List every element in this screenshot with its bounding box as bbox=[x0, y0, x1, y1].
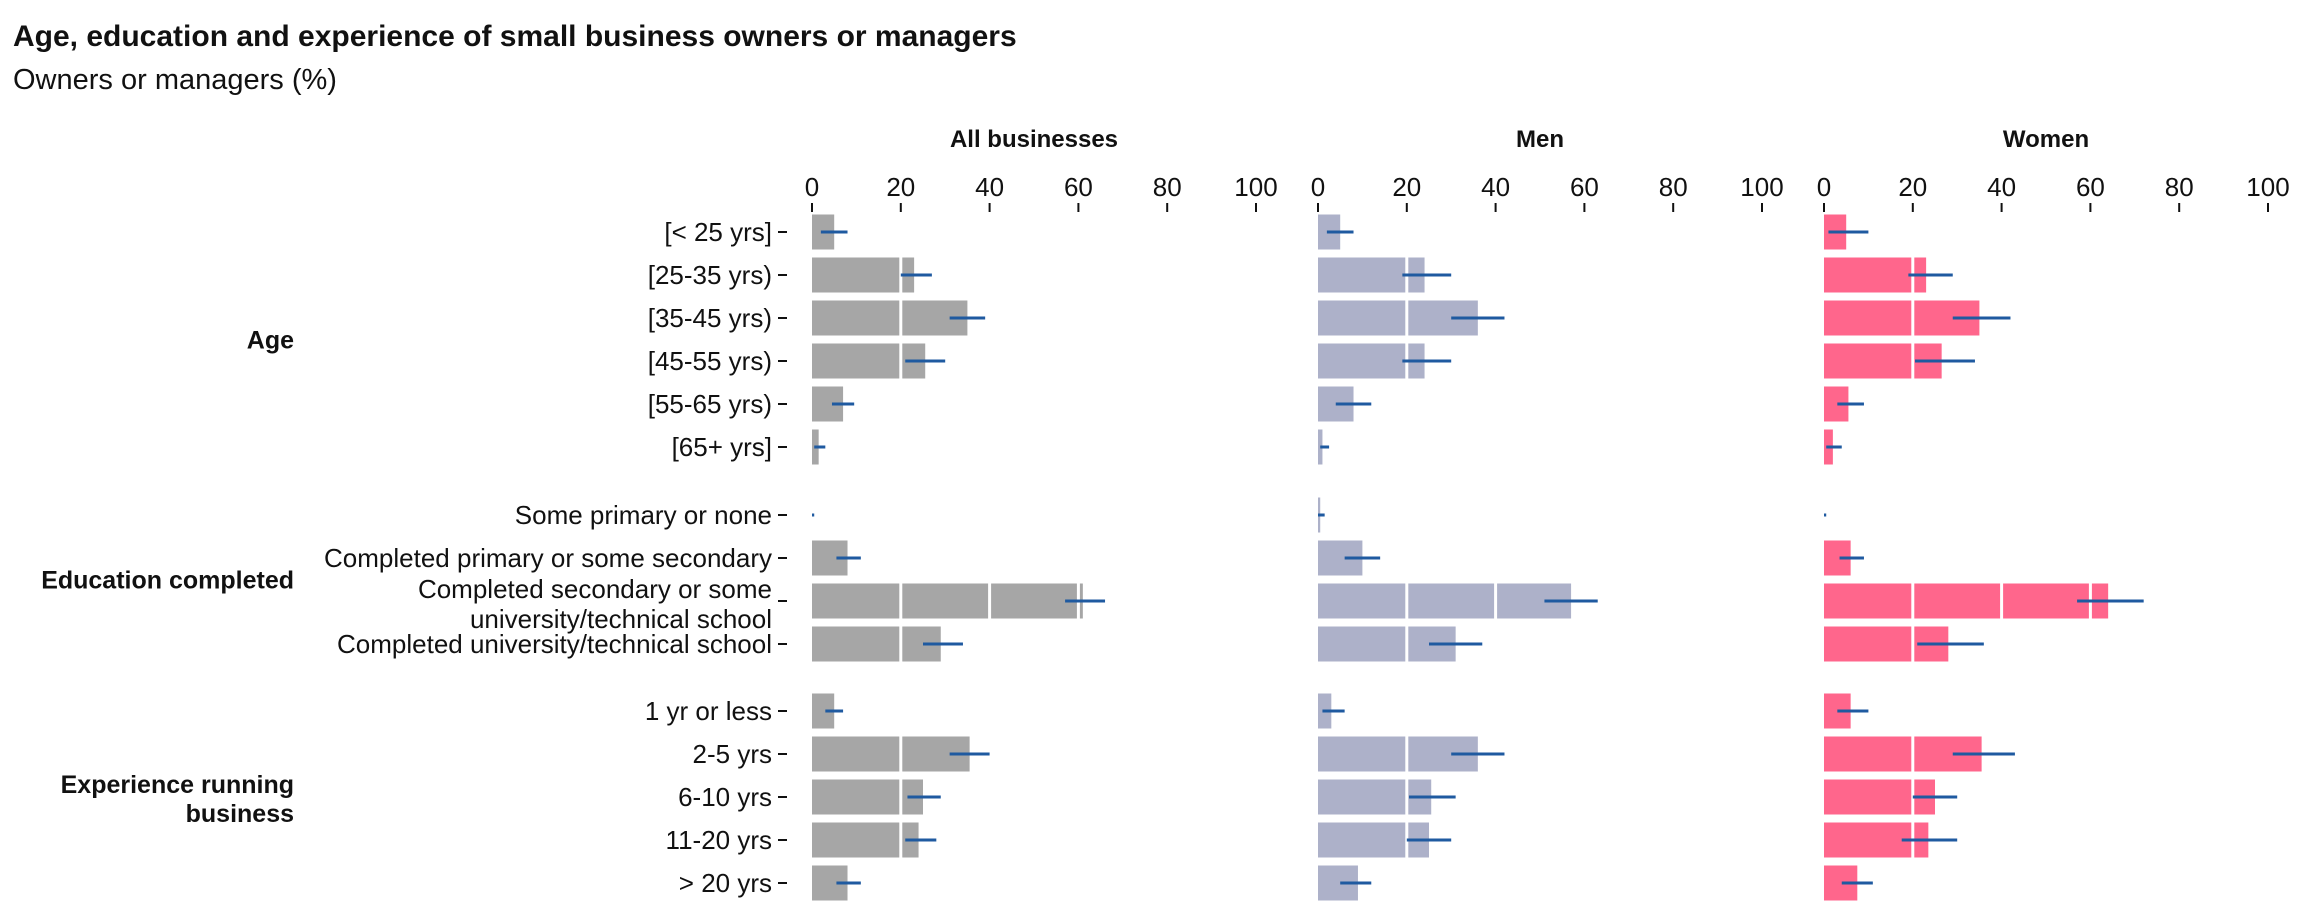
x-tick-label: 100 bbox=[1740, 172, 1783, 202]
bar bbox=[1318, 583, 1572, 619]
x-tick-label: 80 bbox=[1153, 172, 1182, 202]
bar bbox=[1824, 583, 2109, 619]
chart-subtitle: Owners or managers (%) bbox=[13, 64, 337, 96]
x-tick-label: 60 bbox=[1570, 172, 1599, 202]
x-tick-label: 100 bbox=[1234, 172, 1277, 202]
chart-title: Age, education and experience of small b… bbox=[13, 20, 1017, 53]
group-label-line2: business bbox=[186, 800, 294, 828]
x-tick-label: 60 bbox=[1064, 172, 1093, 202]
x-tick-label: 40 bbox=[1481, 172, 1510, 202]
bar bbox=[812, 693, 835, 729]
x-tick-label: 20 bbox=[1392, 172, 1421, 202]
category-label: 2-5 yrs bbox=[693, 739, 772, 769]
category-label-line1: Completed secondary or some bbox=[418, 574, 772, 604]
bar bbox=[812, 626, 941, 662]
category-label: [< 25 yrs] bbox=[664, 217, 772, 247]
bar bbox=[812, 779, 923, 815]
category-label: > 20 yrs bbox=[679, 868, 772, 898]
x-tick-label: 0 bbox=[1311, 172, 1325, 202]
category-label: Completed primary or some secondary bbox=[324, 543, 772, 573]
x-tick-label: 20 bbox=[1898, 172, 1927, 202]
bar bbox=[812, 257, 915, 293]
panel-title: Women bbox=[2003, 126, 2089, 153]
category-label: [35-45 yrs) bbox=[648, 303, 772, 333]
category-label: [55-65 yrs) bbox=[648, 389, 772, 419]
bar bbox=[812, 736, 970, 772]
x-tick-label: 100 bbox=[2246, 172, 2289, 202]
group-label: Age bbox=[247, 327, 294, 355]
category-label: [45-55 yrs) bbox=[648, 346, 772, 376]
group-label: Education completed bbox=[41, 567, 294, 595]
category-label: 11-20 yrs bbox=[666, 825, 772, 855]
category-label: Some primary or none bbox=[515, 500, 772, 530]
category-label: 6-10 yrs bbox=[678, 782, 772, 812]
x-tick-label: 60 bbox=[2076, 172, 2105, 202]
x-tick-label: 0 bbox=[1817, 172, 1831, 202]
category-label: [65+ yrs] bbox=[672, 432, 772, 462]
x-tick-label: 0 bbox=[805, 172, 819, 202]
bar bbox=[812, 300, 968, 336]
x-tick-label: 80 bbox=[1659, 172, 1688, 202]
x-tick-label: 40 bbox=[1987, 172, 2016, 202]
x-tick-label: 80 bbox=[2165, 172, 2194, 202]
x-tick-label: 20 bbox=[886, 172, 915, 202]
panel-title: Men bbox=[1516, 126, 1564, 153]
category-label-line2: university/technical school bbox=[470, 604, 772, 634]
category-label: Completed university/technical school bbox=[337, 629, 772, 659]
bar bbox=[812, 822, 919, 858]
category-label: [25-35 yrs) bbox=[648, 260, 772, 290]
panel-title: All businesses bbox=[950, 126, 1118, 153]
group-label-line1: Experience running bbox=[61, 771, 294, 799]
category-label: 1 yr or less bbox=[645, 696, 772, 726]
x-tick-label: 40 bbox=[975, 172, 1004, 202]
bar bbox=[812, 583, 1083, 619]
